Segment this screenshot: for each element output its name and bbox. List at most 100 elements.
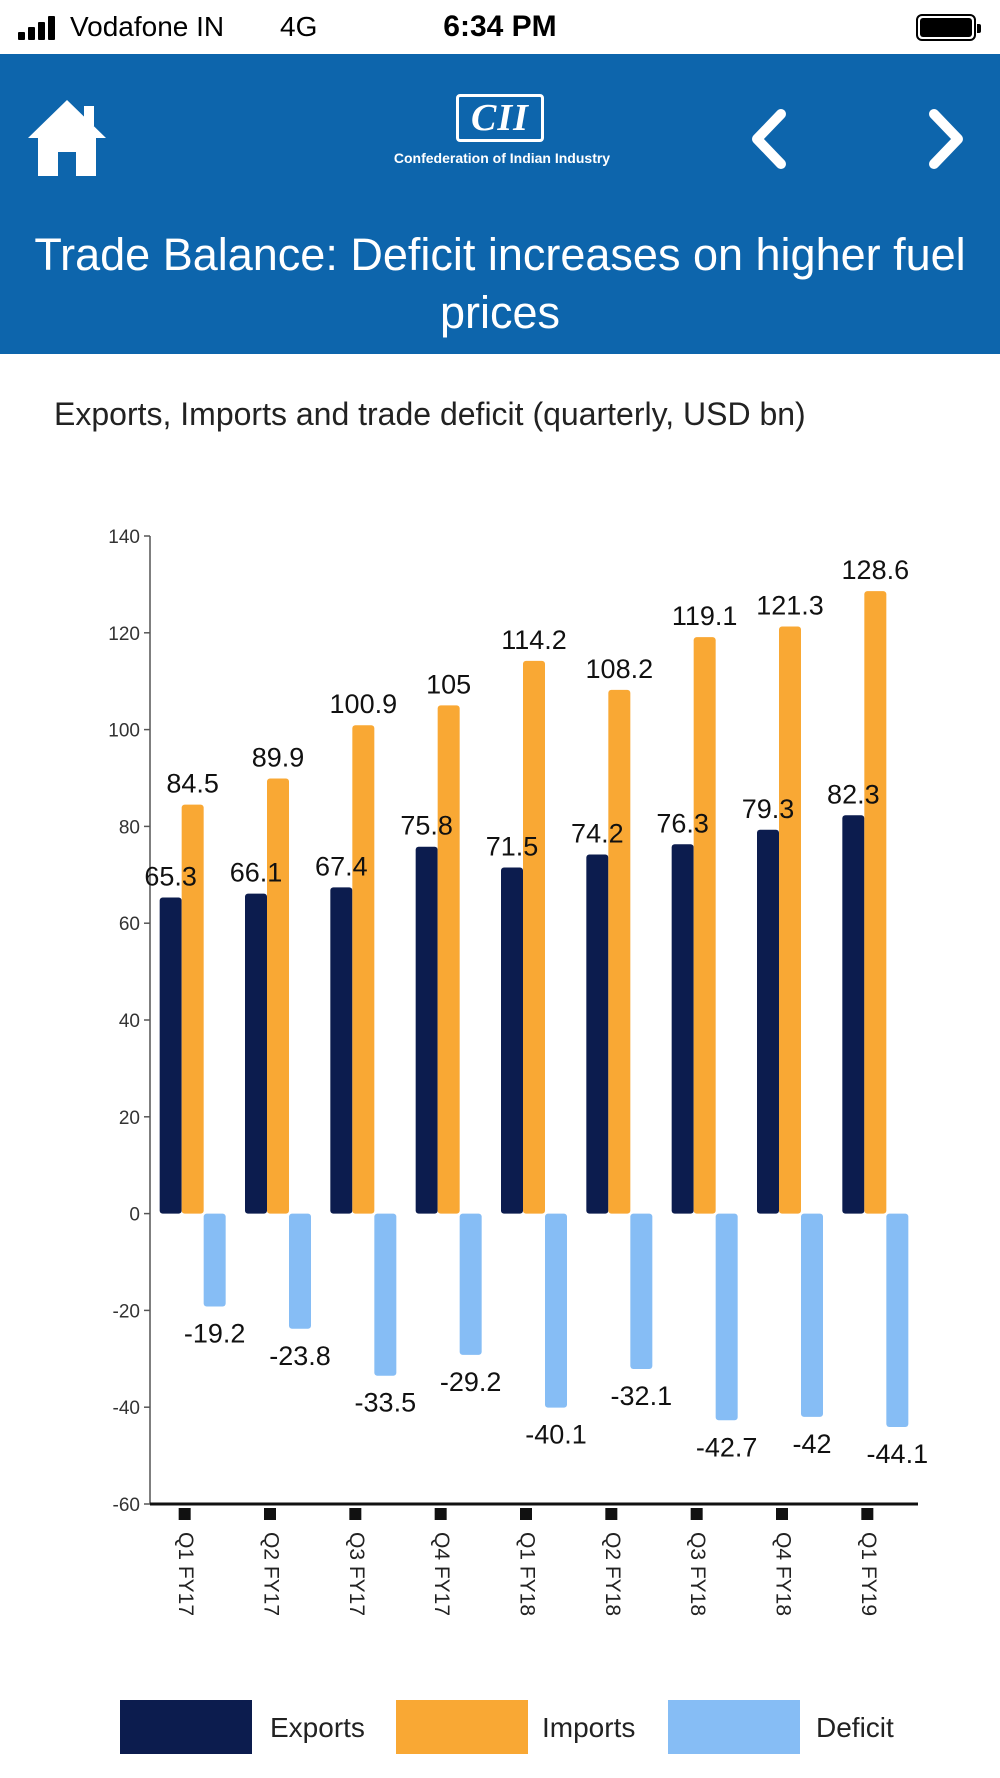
data-label-exports: 66.1 <box>230 858 283 888</box>
x-tick-marker <box>520 1508 532 1520</box>
data-label-exports: 74.2 <box>571 818 624 848</box>
bar-chart: 140 120 100 80 60 40 20 0 -20 -40 -60 Q1 FY17 Q2 FY1… <box>108 527 929 1616</box>
bar-exports <box>415 846 438 1214</box>
data-label-exports: 71.5 <box>486 832 539 862</box>
x-tick-marker <box>178 1508 191 1520</box>
legend-swatch <box>396 1700 528 1754</box>
x-tick-label: Q4 FY18 <box>771 1532 794 1616</box>
network-type: 4G <box>280 11 318 42</box>
legend-swatch <box>668 1700 800 1754</box>
bar-exports <box>757 829 779 1214</box>
status-time: 6:34 PM <box>443 10 557 43</box>
x-tick-marker <box>690 1508 703 1520</box>
battery-icon <box>916 14 981 41</box>
y-tick-label: -60 <box>113 1495 140 1516</box>
data-label-exports: 76.3 <box>656 808 709 838</box>
x-tick-label: Q3 FY18 <box>686 1532 709 1616</box>
y-tick-label: 60 <box>119 914 140 935</box>
x-tick-label: Q2 FY18 <box>601 1532 624 1616</box>
bar-imports <box>864 591 887 1214</box>
bar-deficit <box>801 1213 823 1417</box>
chevron-right-icon[interactable] <box>920 104 970 174</box>
bar-imports <box>608 689 631 1214</box>
bar-imports <box>693 637 716 1214</box>
bar-deficit <box>203 1213 226 1307</box>
bar-exports <box>842 815 865 1214</box>
bar-deficit <box>459 1213 482 1355</box>
bar-imports <box>437 705 460 1214</box>
x-tick-label: Q1 FY19 <box>857 1532 880 1616</box>
bar-exports <box>671 844 694 1214</box>
legend-swatch <box>120 1700 252 1754</box>
data-label-imports: 114.2 <box>501 625 567 655</box>
data-label-imports: 119.1 <box>672 601 738 631</box>
y-tick-label: 40 <box>119 1011 140 1032</box>
data-label-imports: 84.5 <box>166 769 219 799</box>
x-tick-label: Q1 FY17 <box>174 1532 197 1616</box>
y-tick-label: 0 <box>129 1205 140 1226</box>
x-tick-label: Q4 FY17 <box>430 1532 453 1616</box>
data-label-deficit: -42 <box>792 1429 831 1459</box>
bar-exports <box>330 887 353 1214</box>
data-label-deficit: -19.2 <box>184 1319 246 1349</box>
y-tick-label: 100 <box>108 721 140 742</box>
app-header: CII Confederation of Indian Industry Tra… <box>0 54 1000 354</box>
bar-imports <box>267 778 289 1214</box>
bar-exports <box>586 854 609 1214</box>
home-icon[interactable] <box>24 94 110 180</box>
data-label-imports: 100.9 <box>330 689 398 719</box>
y-tick-label: -20 <box>113 1301 140 1322</box>
data-label-deficit: -32.1 <box>611 1381 673 1411</box>
carrier-name: Vodafone IN <box>70 11 225 42</box>
data-label-exports: 67.4 <box>315 851 368 881</box>
bar-imports <box>181 804 204 1214</box>
y-tick-label: 120 <box>108 624 140 645</box>
status-bar: Vodafone IN 4G 6:34 PM <box>0 0 1000 54</box>
bar-imports <box>779 626 801 1214</box>
bar-exports <box>245 893 267 1214</box>
y-tick-label: -40 <box>113 1398 140 1419</box>
bar-exports <box>501 867 523 1214</box>
data-label-imports: 121.3 <box>756 591 824 621</box>
bar-deficit <box>630 1213 653 1369</box>
bar-deficit <box>886 1213 909 1428</box>
x-tick-marker <box>861 1508 874 1520</box>
slide-title: Trade Balance: Deficit increases on high… <box>34 229 966 338</box>
bar-imports <box>523 660 545 1214</box>
data-label-exports: 79.3 <box>742 794 795 824</box>
data-label-deficit: -33.5 <box>355 1388 417 1418</box>
x-tick-label: Q2 FY17 <box>259 1532 282 1616</box>
data-label-imports: 128.6 <box>842 555 910 585</box>
data-label-imports: 105 <box>426 669 471 699</box>
y-tick-label: 80 <box>119 817 140 838</box>
data-label-deficit: -23.8 <box>269 1341 331 1371</box>
bar-imports <box>352 725 375 1214</box>
chevron-left-icon[interactable] <box>745 104 795 174</box>
bar-deficit <box>374 1213 397 1376</box>
data-label-deficit: -44.1 <box>867 1439 929 1469</box>
x-tick-label: Q1 FY18 <box>515 1532 538 1616</box>
y-tick-label: 140 <box>108 527 140 548</box>
data-label-deficit: -29.2 <box>440 1367 502 1397</box>
legend-label: Deficit <box>816 1712 894 1743</box>
y-tick-label: 20 <box>119 1108 140 1129</box>
signal-strength-icon <box>18 16 62 40</box>
cii-logo: CII Confederation of Indian Industry <box>0 94 1000 166</box>
data-label-exports: 65.3 <box>144 862 197 892</box>
data-label-imports: 89.9 <box>252 742 305 772</box>
chart-title: Exports, Imports and trade deficit (quar… <box>54 396 806 432</box>
logo-mark: CII <box>456 94 544 142</box>
data-label-exports: 75.8 <box>400 811 453 841</box>
bar-deficit <box>715 1213 738 1421</box>
bar-exports <box>159 897 182 1214</box>
x-tick-label: Q3 FY17 <box>345 1532 368 1616</box>
logo-subtitle: Confederation of Indian Industry <box>393 150 611 166</box>
data-label-deficit: -42.7 <box>696 1432 758 1462</box>
legend-label: Exports <box>270 1712 365 1743</box>
x-tick-marker <box>434 1508 447 1520</box>
data-label-deficit: -40.1 <box>525 1420 587 1450</box>
x-tick-marker <box>349 1508 362 1520</box>
x-tick-marker <box>605 1508 618 1520</box>
legend-label: Imports <box>542 1712 636 1743</box>
x-tick-marker <box>264 1508 276 1520</box>
